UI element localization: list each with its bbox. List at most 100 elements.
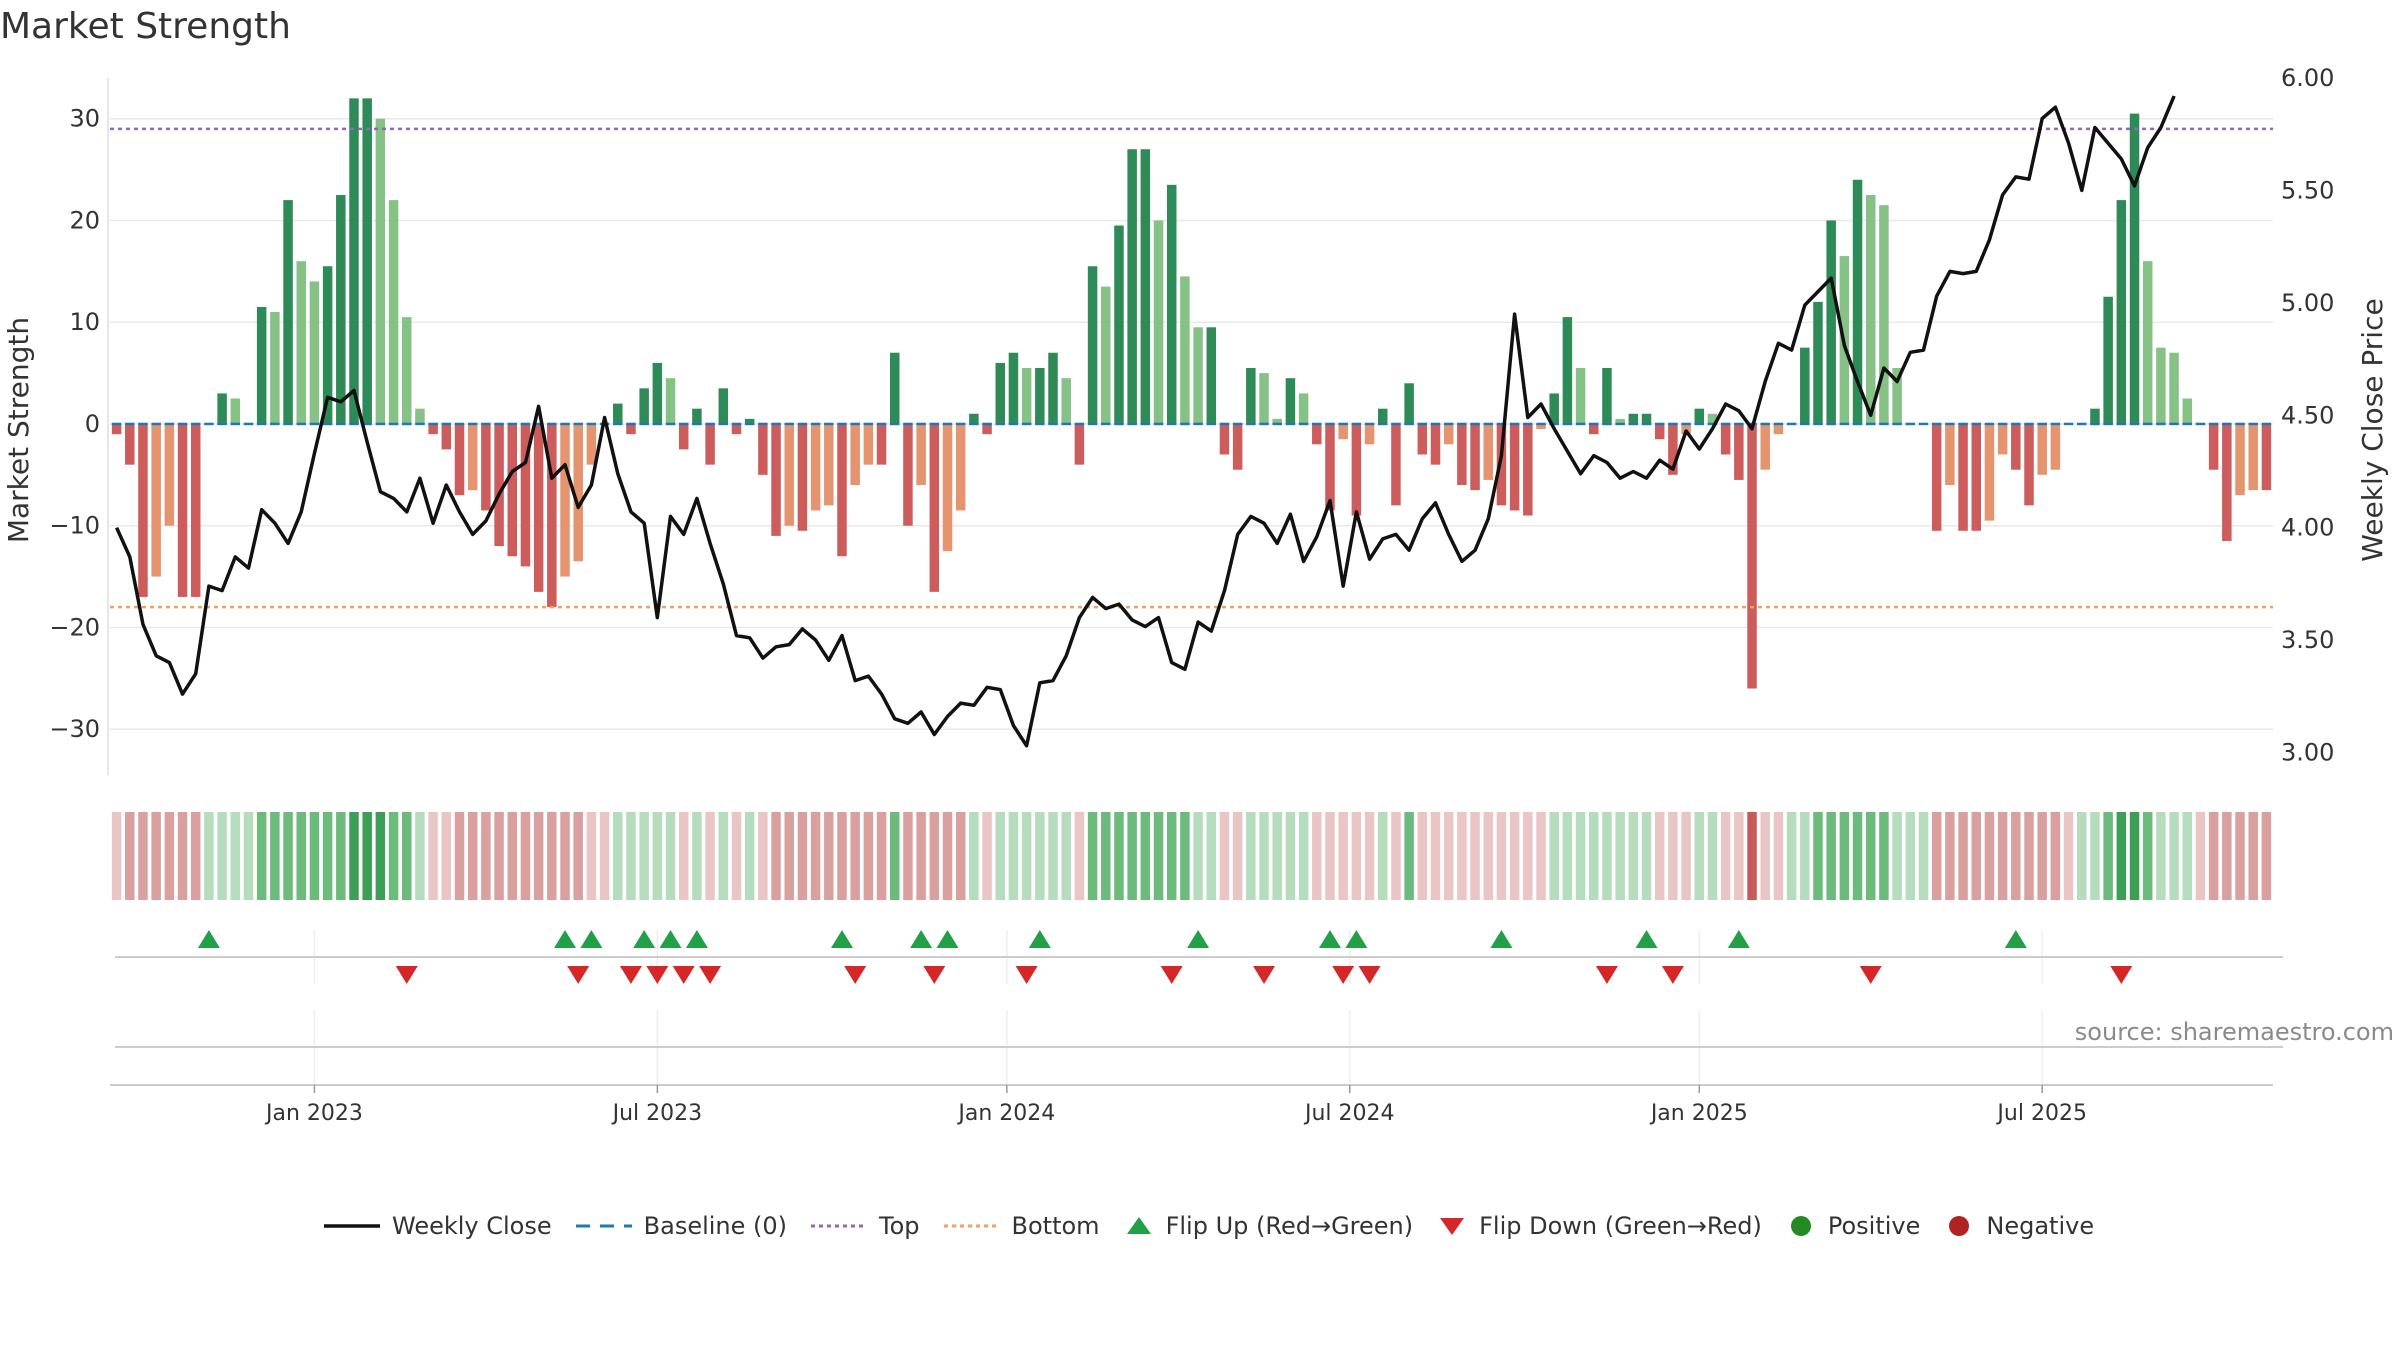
signal-strip-cell — [1193, 812, 1203, 900]
strength-bar — [876, 423, 887, 465]
signal-strip-cell — [1575, 812, 1586, 900]
signal-strip-cell — [1865, 812, 1876, 900]
signal-strip-cell — [1747, 812, 1757, 900]
flip-up-marker — [554, 930, 577, 948]
strength-bar — [2222, 423, 2232, 541]
strength-bar — [454, 423, 465, 496]
signal-strip-cell — [586, 812, 597, 900]
signal-strip-cell — [1773, 812, 1784, 900]
signal-strip-cell — [1496, 812, 1507, 900]
signal-strip-cell — [1509, 812, 1520, 900]
strength-bar — [322, 266, 333, 424]
strength-bar — [995, 362, 1006, 424]
signal-strip-cell — [2090, 812, 2100, 900]
signal-strip-cell — [1470, 812, 1480, 900]
flip-down-marker — [2110, 966, 2133, 984]
legend-label: Top — [879, 1212, 920, 1240]
signal-strip-cell — [507, 812, 518, 900]
y-left-tick-label: −30 — [49, 715, 100, 743]
strength-bar — [1153, 220, 1164, 424]
signal-strip-cell — [837, 812, 847, 900]
signal-strip-cell — [1641, 812, 1652, 900]
strength-bar — [573, 423, 583, 562]
strength-bar — [1391, 423, 1401, 506]
strength-bar — [1641, 413, 1652, 424]
signal-strip-cell — [1021, 812, 1032, 900]
strength-bar — [1536, 423, 1546, 430]
signal-strip-cell — [2050, 812, 2061, 900]
signal-strip-cell — [1760, 812, 1770, 900]
strength-bar — [1298, 393, 1309, 424]
signal-strip-cell — [1457, 812, 1467, 900]
signal-strip-cell — [1734, 812, 1744, 900]
signal-strip-cell — [230, 812, 241, 900]
flip-up-marker — [936, 930, 959, 948]
strength-bar — [1443, 423, 1454, 445]
strength-bar — [256, 306, 267, 424]
strength-bar — [296, 261, 306, 424]
strength-bar — [2090, 408, 2100, 424]
signal-strip-cell — [256, 812, 267, 900]
signal-strip-cell — [1232, 812, 1243, 900]
flip-up-marker — [1727, 930, 1750, 948]
strength-bar — [125, 423, 135, 465]
strength-bar — [190, 423, 201, 597]
line-dashed-icon — [575, 1224, 632, 1228]
chart-title: Market Strength — [0, 6, 291, 47]
strength-bar — [2011, 423, 2021, 470]
signal-strip-cell — [1180, 812, 1190, 900]
strength-bar — [2156, 347, 2166, 424]
strength-bar — [2261, 423, 2272, 491]
signal-strip-cell — [1153, 812, 1164, 900]
strength-bar — [1575, 367, 1586, 424]
flip-down-marker — [672, 966, 695, 984]
strength-bar — [1166, 184, 1177, 424]
strength-bar — [283, 200, 293, 424]
signal-strip-cell — [1338, 812, 1348, 900]
flip-up-marker — [1635, 930, 1658, 948]
signal-strip-cell — [1298, 812, 1309, 900]
strength-bar — [665, 378, 676, 424]
strength-bar — [1404, 383, 1414, 424]
signal-strip-cell — [2169, 812, 2179, 900]
strength-bar — [375, 118, 386, 424]
signal-strip-cell — [1523, 812, 1533, 900]
strength-bar — [507, 423, 518, 557]
legend-item: Positive — [1784, 1212, 1920, 1240]
signal-strip-cell — [1681, 812, 1691, 900]
legend-label: Weekly Close — [392, 1212, 552, 1240]
strength-bar — [164, 423, 175, 526]
flip-down-marker — [1595, 966, 1618, 984]
signal-strip-cell — [1443, 812, 1454, 900]
signal-strip-cell — [1259, 812, 1269, 900]
signal-strip-cell — [1219, 812, 1230, 900]
strength-bar — [942, 423, 953, 552]
strength-bar — [1457, 423, 1467, 486]
strength-bar — [1259, 373, 1269, 424]
legend-label: Flip Up (Red→Green) — [1165, 1212, 1414, 1240]
triangle-down-icon — [1440, 1218, 1465, 1235]
signal-strip-cell — [916, 812, 926, 900]
flip-down-marker — [395, 966, 418, 984]
signal-strip-cell — [1312, 812, 1322, 900]
legend-item: Flip Down (Green→Red) — [1435, 1212, 1762, 1240]
strength-bar — [111, 423, 122, 435]
signal-strip-cell — [1958, 812, 1968, 900]
strength-bar — [758, 423, 768, 475]
strength-bar — [402, 317, 412, 424]
strength-bar — [1180, 276, 1190, 424]
x-tick-label: Jan 2024 — [956, 1101, 1055, 1126]
y-right-tick-label: 4.00 — [2281, 514, 2334, 542]
strength-bar — [494, 423, 504, 547]
signal-strip-cell — [2208, 812, 2219, 900]
strength-bar — [2235, 423, 2245, 496]
signal-strip-cell — [718, 812, 729, 900]
signal-strip-cell — [1272, 812, 1282, 900]
signal-strip-cell — [322, 812, 333, 900]
y-left-tick-label: 30 — [69, 105, 100, 133]
strength-bar — [2050, 423, 2061, 470]
signal-strip-cell — [1984, 812, 1995, 900]
strength-bar — [2129, 113, 2140, 424]
signal-strip-cell — [758, 812, 768, 900]
